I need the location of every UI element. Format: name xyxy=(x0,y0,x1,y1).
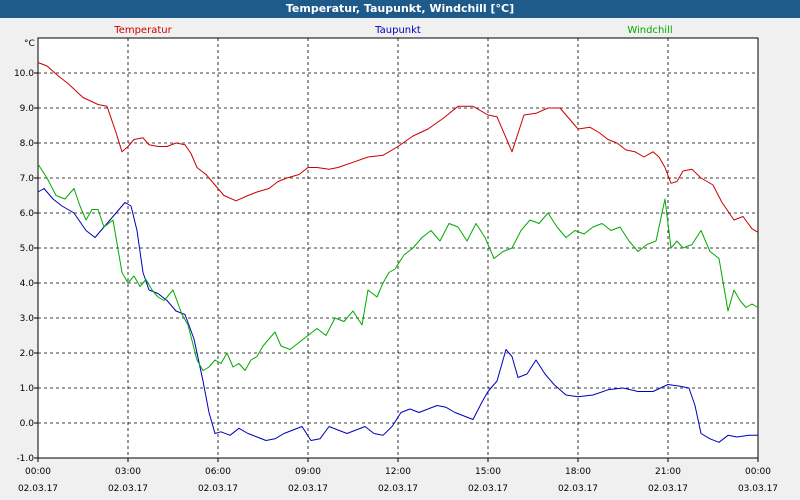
y-tick-label: -1.0 xyxy=(16,454,34,464)
y-tick-label: 5.0 xyxy=(20,244,35,254)
x-tick-date: 02.03.17 xyxy=(648,484,688,494)
y-axis: -1.0 0.0 1.0 2.0 3.0 4.0 5.0 6.0 7.0 8.0 9.0 10.0 xyxy=(14,69,38,464)
x-tick-date: 02.03.17 xyxy=(468,484,508,494)
x-tick-date: 02.03.17 xyxy=(558,484,598,494)
y-tick-label: 7.0 xyxy=(20,174,35,184)
x-tick-time: 18:00 xyxy=(565,467,591,477)
series-line-taupunkt xyxy=(37,188,758,443)
legend-item-windchill: Windchill xyxy=(627,25,672,36)
y-tick-label: 10.0 xyxy=(14,69,34,79)
x-axis: 00:00 02.03.17 03:00 02.03.17 06:00 02.03.17 0… xyxy=(18,458,778,494)
y-tick-label: 1.0 xyxy=(20,384,35,394)
chart-title: Temperatur, Taupunkt, Windchill [°C] xyxy=(0,0,800,18)
x-tick-time: 21:00 xyxy=(655,467,681,477)
x-tick-time: 15:00 xyxy=(475,467,501,477)
legend-item-taupunkt: Taupunkt xyxy=(374,25,421,36)
x-tick-time: 00:00 xyxy=(25,467,51,477)
y-tick-label: 8.0 xyxy=(20,139,35,149)
y-axis-unit: °C xyxy=(24,39,35,49)
chart-canvas: -1.0 0.0 1.0 2.0 3.0 4.0 5.0 6.0 7.0 8.0 9.0 10.0 0… xyxy=(14,25,778,494)
series-line-temperatur xyxy=(37,62,759,233)
y-tick-label: 2.0 xyxy=(20,349,35,359)
x-tick-date: 02.03.17 xyxy=(108,484,148,494)
y-tick-label: 3.0 xyxy=(20,314,35,324)
legend: Temperatur Taupunkt Windchill xyxy=(113,25,672,36)
x-tick-date: 02.03.17 xyxy=(378,484,418,494)
x-tick-date: 02.03.17 xyxy=(18,484,58,494)
series-lines xyxy=(37,62,759,443)
x-tick-date: 02.03.17 xyxy=(288,484,328,494)
x-tick-date: 03.03.17 xyxy=(738,484,778,494)
x-tick-date: 02.03.17 xyxy=(198,484,238,494)
grid-lines xyxy=(38,38,758,459)
y-tick-label: 9.0 xyxy=(20,104,35,114)
y-tick-label: 6.0 xyxy=(20,209,35,219)
y-tick-label: 0.0 xyxy=(20,419,35,429)
x-tick-time: 00:00 xyxy=(745,467,771,477)
x-tick-time: 12:00 xyxy=(385,467,411,477)
y-tick-label: 4.0 xyxy=(20,279,35,289)
series-line-windchill xyxy=(37,163,759,371)
x-tick-time: 03:00 xyxy=(115,467,141,477)
x-tick-time: 09:00 xyxy=(295,467,321,477)
legend-item-temperatur: Temperatur xyxy=(113,25,172,36)
x-tick-time: 06:00 xyxy=(205,467,231,477)
